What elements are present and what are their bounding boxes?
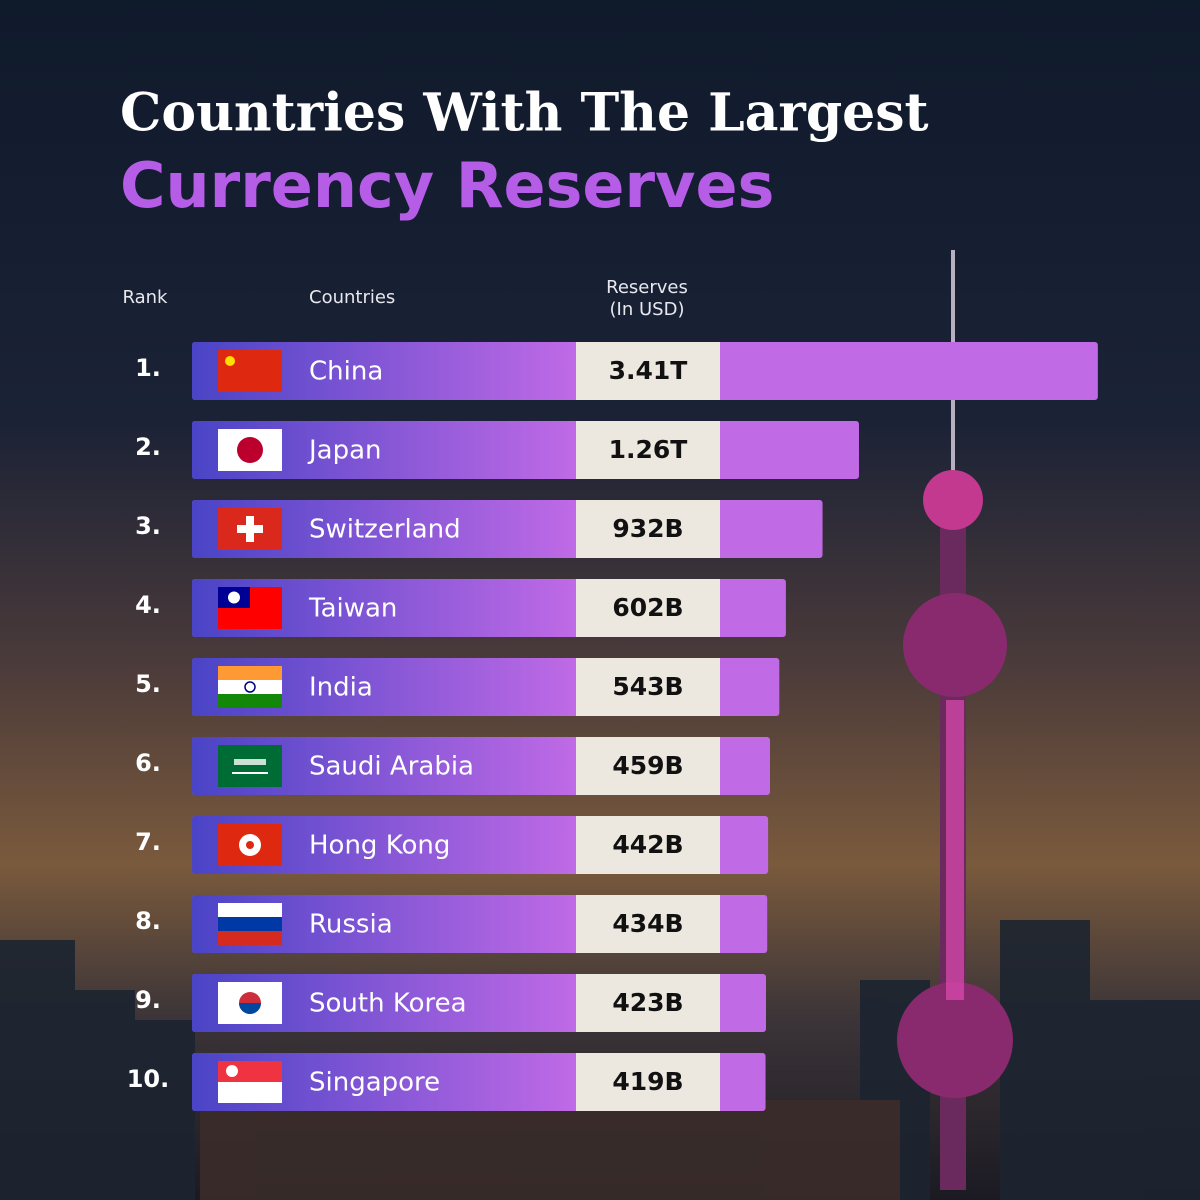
country-name: Saudi Arabia bbox=[309, 752, 474, 782]
tower bbox=[897, 250, 1013, 1190]
skyline bbox=[0, 920, 1200, 1200]
row: 4. Taiwan 602B bbox=[135, 579, 786, 637]
value-label: 442B bbox=[612, 830, 683, 859]
value-label: 423B bbox=[612, 988, 683, 1017]
flag bbox=[218, 350, 282, 392]
flag bbox=[218, 745, 282, 787]
flag bbox=[218, 917, 282, 931]
flag-star bbox=[225, 356, 235, 366]
country-name: Hong Kong bbox=[309, 831, 450, 861]
bar-gradient bbox=[192, 658, 576, 716]
flag-moon bbox=[226, 1065, 238, 1077]
bar-gradient bbox=[192, 895, 576, 953]
rank: 4. bbox=[135, 591, 161, 619]
country-name: Russia bbox=[309, 910, 393, 940]
flag-disc bbox=[237, 437, 263, 463]
flag-sun bbox=[228, 591, 240, 604]
bar-gradient bbox=[192, 500, 576, 558]
value-box bbox=[576, 342, 720, 400]
flag-flower bbox=[246, 841, 254, 849]
flag-wheel bbox=[244, 681, 256, 693]
bar-gradient bbox=[192, 1053, 576, 1111]
country-name: Japan bbox=[307, 436, 382, 466]
rank: 10. bbox=[127, 1065, 170, 1093]
country-name: Taiwan bbox=[308, 594, 397, 624]
value-box bbox=[576, 658, 720, 716]
rank: 5. bbox=[135, 670, 161, 698]
row: 9. South Korea 423B bbox=[135, 974, 766, 1032]
bar-gradient bbox=[192, 579, 576, 637]
country-name: South Korea bbox=[309, 989, 467, 1019]
country-name: Switzerland bbox=[309, 515, 461, 545]
value-label: 3.41T bbox=[609, 356, 688, 385]
rank: 2. bbox=[135, 433, 161, 461]
rank: 8. bbox=[135, 907, 161, 935]
bar-gradient bbox=[192, 816, 576, 874]
rank: 1. bbox=[135, 354, 161, 382]
rank: 7. bbox=[135, 828, 161, 856]
value-label: 602B bbox=[612, 593, 683, 622]
flag-script bbox=[234, 759, 266, 765]
header-countries: Countries bbox=[309, 287, 395, 308]
row: 8. Russia 434B bbox=[135, 895, 768, 953]
flag-cross bbox=[237, 525, 263, 533]
flag bbox=[218, 680, 282, 694]
row: 5. India 543B bbox=[135, 658, 780, 716]
rank: 9. bbox=[135, 986, 161, 1014]
title: Countries With The Largest bbox=[120, 83, 929, 144]
value-box bbox=[576, 816, 720, 874]
country-name: China bbox=[309, 357, 383, 387]
value-label: 434B bbox=[612, 909, 683, 938]
value-label: 1.26T bbox=[609, 435, 688, 464]
flag-taeguk bbox=[239, 1003, 261, 1014]
row: 6. Saudi Arabia 459B bbox=[135, 737, 770, 795]
country-name: India bbox=[309, 673, 373, 703]
header-rank: Rank bbox=[123, 287, 169, 308]
country-name: Singapore bbox=[309, 1068, 440, 1098]
rank: 6. bbox=[135, 749, 161, 777]
value-box bbox=[576, 737, 720, 795]
subtitle: Currency Reserves bbox=[120, 149, 774, 222]
value-box bbox=[576, 895, 720, 953]
value-box bbox=[576, 1053, 720, 1111]
header-reserves: Reserves bbox=[606, 277, 688, 298]
value-box bbox=[576, 421, 720, 479]
flag bbox=[218, 903, 282, 917]
value-label: 419B bbox=[612, 1067, 683, 1096]
row: 2. Japan 1.26T bbox=[135, 421, 859, 479]
bar-gradient bbox=[192, 342, 576, 400]
value-label: 543B bbox=[612, 672, 683, 701]
bar-gradient bbox=[192, 974, 576, 1032]
row: 1. China 3.41T bbox=[135, 342, 1098, 400]
value-box bbox=[576, 500, 720, 558]
value-box bbox=[576, 579, 720, 637]
value-box bbox=[576, 974, 720, 1032]
row: 7. Hong Kong 442B bbox=[135, 816, 769, 874]
flag bbox=[218, 666, 282, 680]
header-reserves: (In USD) bbox=[610, 299, 685, 320]
flag bbox=[218, 694, 282, 708]
bar-gradient bbox=[192, 421, 576, 479]
flag-sword bbox=[232, 772, 268, 774]
rows: 1. China 3.41T 2. Japan 1.26T 3. Switzerland 932… bbox=[127, 342, 1098, 1111]
value-label: 459B bbox=[612, 751, 683, 780]
rank: 3. bbox=[135, 512, 161, 540]
flag bbox=[218, 931, 282, 945]
flag bbox=[218, 1082, 282, 1103]
row: 10. Singapore 419B bbox=[127, 1053, 766, 1111]
value-label: 932B bbox=[612, 514, 683, 543]
bar-gradient bbox=[192, 737, 576, 795]
row: 3. Switzerland 932B bbox=[135, 500, 823, 558]
